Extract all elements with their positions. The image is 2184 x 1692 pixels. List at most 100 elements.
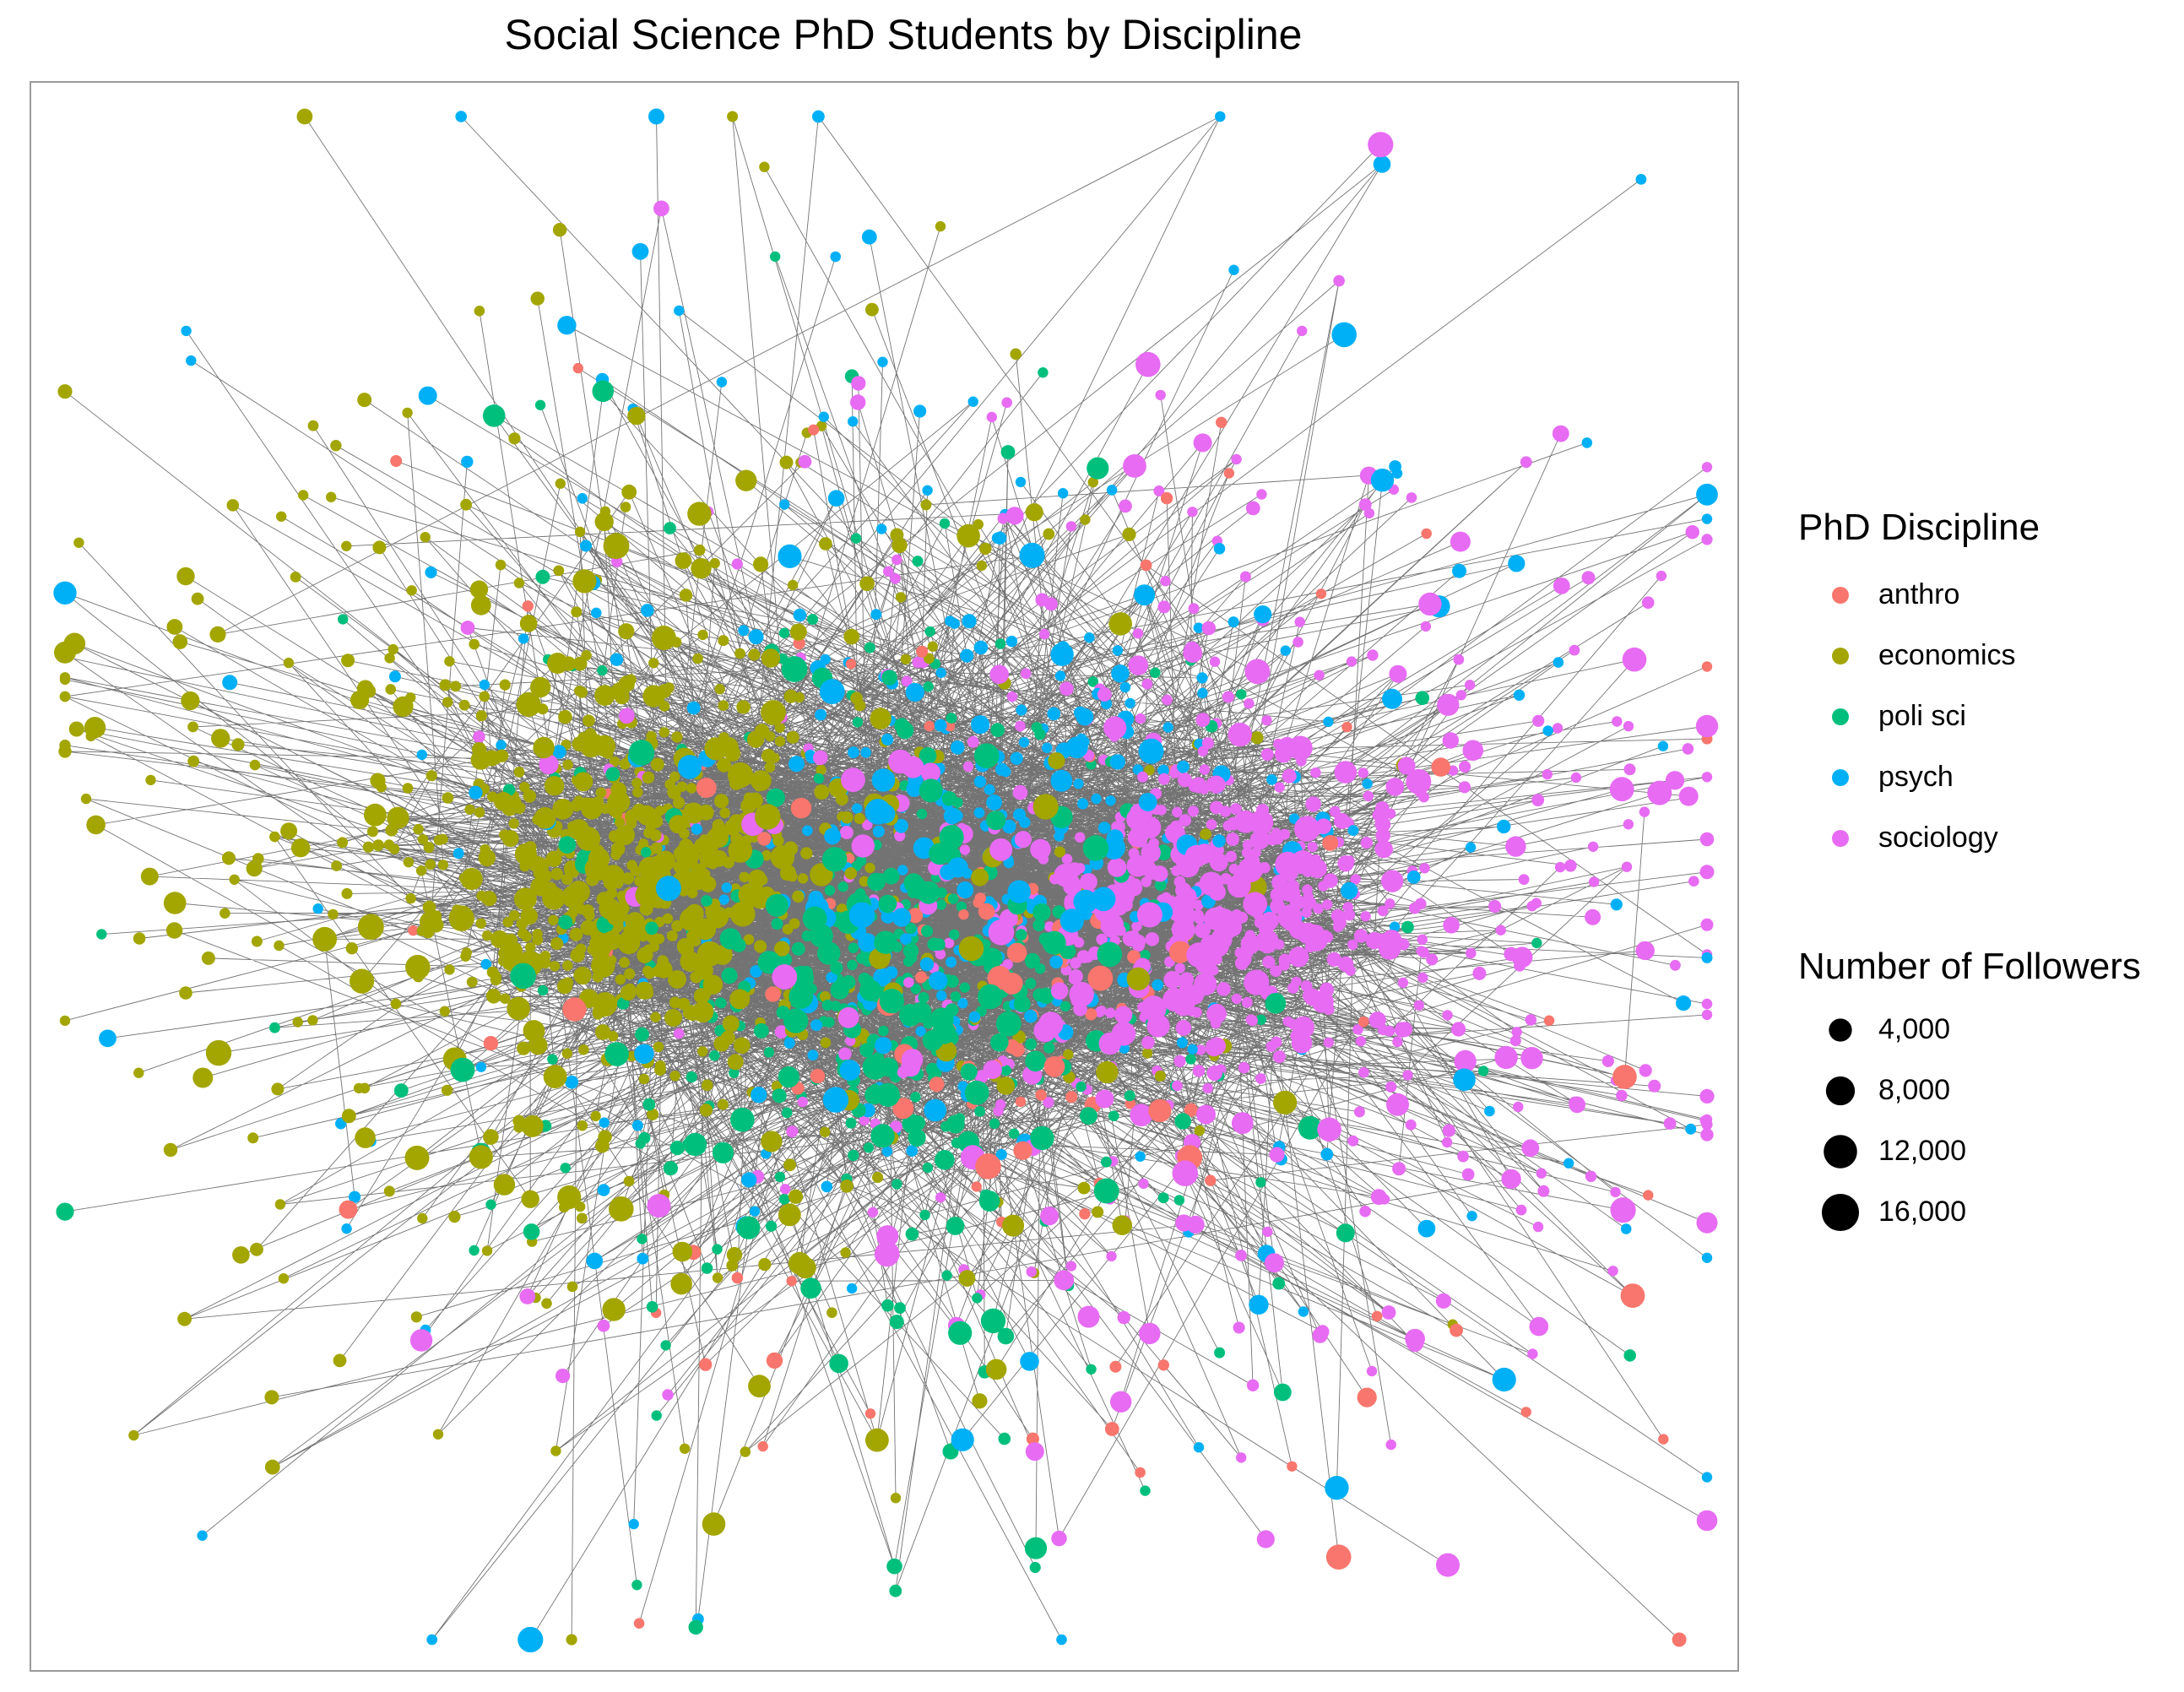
network-node [529, 676, 551, 698]
network-node [820, 1126, 831, 1138]
network-node [1199, 871, 1224, 897]
network-node [1338, 956, 1354, 973]
network-node [631, 1120, 643, 1131]
network-node [1077, 1181, 1091, 1195]
network-node [349, 1190, 361, 1203]
size-legend-label: 8,000 [1878, 1074, 1951, 1106]
network-node [483, 1129, 499, 1145]
network-node [558, 709, 572, 724]
network-node [910, 1092, 921, 1103]
network-node [1138, 1178, 1149, 1190]
network-node [1013, 808, 1027, 822]
network-node [211, 729, 230, 748]
network-node [967, 396, 978, 407]
network-node [1623, 763, 1636, 776]
network-node [519, 615, 538, 632]
network-node [513, 767, 525, 778]
network-node [403, 857, 415, 868]
network-node [642, 1098, 656, 1111]
network-node [1162, 722, 1173, 733]
network-node [901, 675, 913, 687]
size-legend-label: 4,000 [1878, 1013, 1951, 1045]
network-node [619, 708, 635, 724]
network-node [589, 935, 612, 957]
network-node [605, 767, 621, 782]
network-node [1623, 819, 1634, 830]
network-node [1042, 930, 1066, 955]
network-node [1135, 1151, 1146, 1162]
network-node [1610, 1197, 1636, 1223]
network-node [810, 1019, 822, 1032]
network-node [906, 1145, 919, 1157]
network-node [712, 1272, 723, 1283]
network-node [387, 643, 398, 655]
network-node [864, 1408, 876, 1419]
network-node [448, 905, 474, 931]
network-node [1612, 1065, 1637, 1089]
network-node [518, 1626, 544, 1653]
network-node [80, 793, 92, 805]
network-node [1382, 688, 1402, 709]
network-node [328, 908, 339, 920]
network-node [727, 1054, 744, 1071]
network-node [1175, 1020, 1192, 1036]
network-node [523, 789, 537, 803]
network-node [915, 971, 928, 984]
network-node [875, 1037, 892, 1055]
network-node [1695, 714, 1719, 738]
network-node [1106, 485, 1118, 496]
network-node [1025, 1442, 1044, 1462]
network-node [1087, 476, 1099, 488]
network-node [1322, 835, 1339, 851]
network-node [877, 356, 888, 367]
network-node [908, 908, 924, 924]
network-node [1152, 979, 1163, 991]
network-node [822, 1087, 849, 1113]
network-node [1450, 1323, 1463, 1337]
network-node [1374, 840, 1393, 859]
network-node [883, 566, 894, 578]
network-node [1096, 933, 1108, 946]
network-node [444, 964, 455, 975]
network-node [1459, 761, 1471, 773]
network-node [439, 1006, 450, 1017]
network-node [507, 996, 530, 1021]
network-node [1157, 1359, 1170, 1371]
network-node [876, 523, 887, 534]
network-node [654, 805, 665, 816]
network-node [599, 898, 621, 919]
network-node [903, 956, 914, 968]
network-node [1696, 1212, 1718, 1234]
network-node [1585, 1170, 1597, 1182]
network-node [848, 942, 859, 953]
network-node [616, 997, 630, 1010]
network-node [867, 1207, 879, 1218]
network-node [1685, 1123, 1697, 1135]
network-node [517, 1041, 531, 1055]
network-node [1256, 489, 1267, 500]
network-node [864, 862, 875, 874]
network-node [481, 891, 497, 907]
network-node [1135, 713, 1146, 724]
network-node [1186, 942, 1211, 968]
network-node [692, 1001, 714, 1022]
network-node [1374, 816, 1391, 832]
network-node [1016, 704, 1027, 716]
network-node [1174, 1113, 1191, 1130]
network-node [1162, 694, 1173, 706]
network-node [850, 691, 863, 705]
network-node [1080, 1107, 1097, 1125]
network-node [941, 791, 957, 806]
network-node [1353, 1106, 1365, 1118]
network-node [1685, 525, 1699, 540]
network-node [1231, 993, 1243, 1005]
network-node [550, 1445, 561, 1456]
network-node [1553, 657, 1564, 668]
network-node [941, 1270, 952, 1281]
network-node [485, 989, 501, 1004]
network-node [637, 1252, 649, 1265]
network-node [1195, 713, 1211, 727]
network-node [939, 518, 951, 529]
network-node [748, 629, 764, 645]
network-node [592, 380, 615, 403]
